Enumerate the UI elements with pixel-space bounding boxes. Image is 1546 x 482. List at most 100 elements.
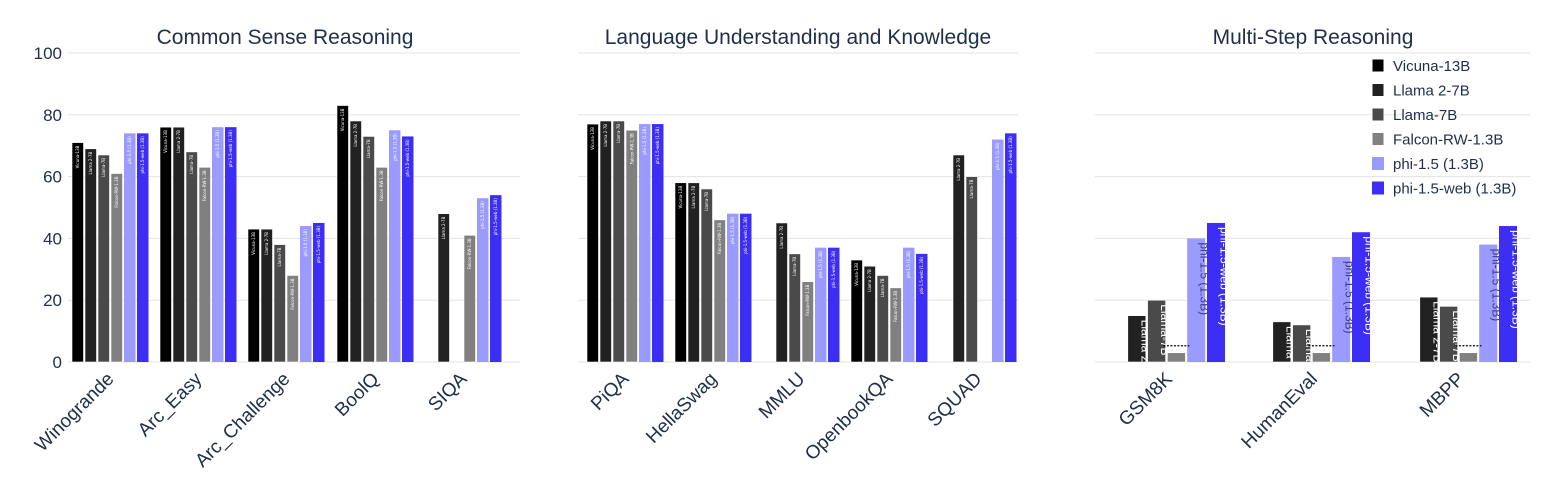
legend-item-llama-2-7b: Llama 2-7B: [1371, 83, 1470, 100]
bar-series-label: Llama 2-7B: [867, 269, 872, 292]
bar-series-label: Llama 2-7B: [88, 152, 93, 175]
legend-swatch: [1372, 157, 1384, 170]
bar-series-label: Falcon-RW-1.3B: [629, 133, 634, 164]
bar-series-label: Vicuna-13B: [340, 108, 345, 131]
bar-series-label: phi-1.5 (1.3B): [480, 201, 485, 229]
legend-label: phi-1.5-web (1.3B): [1393, 181, 1516, 198]
y-tick-label: 80: [43, 106, 62, 125]
bar-llama-2-7b-openbookqa: [863, 265, 876, 363]
bar-llama-7b-squad: [965, 176, 978, 363]
legend-label: Llama-7B: [1393, 107, 1457, 124]
bar-phi-1-5-web-1-3b-boolq: [402, 136, 414, 362]
bar-llama-2-7b-mbpp: [1419, 296, 1439, 363]
bar-series-label: phi-1.5-web (1.3B): [1008, 136, 1013, 174]
x-tick-label-arc-challenge: Arc_Challenge: [191, 369, 294, 472]
legend-swatch: [1371, 132, 1385, 146]
bar-llama-2-7b-siqa: [437, 213, 450, 363]
legend-label: Falcon-RW-1.3B: [1393, 132, 1503, 149]
bar-series-label: Llama 2-7B: [691, 186, 696, 209]
bar-series-label: Falcon-RW-1.3B: [114, 176, 119, 207]
category-group-boolq: Vicuna-13B Llama 2-7B Llama-7B Falcon-RW-1.…: [331, 105, 414, 421]
bar-llama-2-7b-humaneval: [1272, 321, 1292, 363]
bar-series-label: phi-1.5-web (1.3B): [831, 250, 836, 288]
bar-series-label: Llama-7B: [616, 124, 621, 143]
bar-series-label: Llama-7B: [704, 192, 709, 211]
y-tick-label: 60: [43, 168, 62, 187]
bar-series-label: phi-1.5 (1.3B): [392, 133, 397, 161]
bar-vicuna-13b-arc-easy: [159, 126, 172, 363]
x-tick-label-boolq: BoolQ: [331, 369, 383, 421]
x-tick-label-arc-easy: Arc_Easy: [134, 368, 207, 441]
legend-swatch: [1371, 107, 1385, 122]
bar-falcon-rw-1-3b-siqa: [463, 235, 476, 363]
bar-phi-1-5-1-3b-arc-easy: [212, 127, 224, 362]
x-tick-label-squad: SQUAD: [924, 369, 987, 432]
bar-phi-1-5-web-1-3b-arc-challenge: [313, 222, 325, 362]
bar-llama-7b-arc-easy: [185, 151, 198, 363]
bar-phi-1-5-1-3b-mmlu: [815, 247, 827, 362]
bar-vicuna-13b-boolq: [336, 105, 349, 363]
bar-series-label: phi-1.5 (1.3B): [215, 130, 220, 158]
bar-series-label: phi-1.5 (1.3B): [642, 127, 647, 155]
bar-series-label: Llama 2-7B: [353, 124, 358, 147]
bar-series-label: phi-1.5-web (1.3B): [919, 256, 924, 294]
bar-phi-1-5-1-3b-mbpp: [1479, 244, 1498, 362]
bar-phi-1-5-web-1-3b-humaneval: [1352, 232, 1370, 362]
bar-series-label: Llama 2-7B: [264, 232, 269, 255]
bar-series-label: Vicuna-13B: [678, 186, 683, 209]
bar-series-label: Llama-7B: [969, 179, 974, 198]
bar-series-label: Llama-7B: [277, 247, 282, 266]
bar-phi-1-5-1-3b-arc-challenge: [300, 226, 312, 362]
category-group-arc-easy: Vicuna-13B Llama 2-7B Llama-7B Falcon-RW-1.…: [134, 126, 237, 441]
legend-swatch: [1372, 181, 1384, 195]
bar-phi-1-5-1-3b-piqa: [639, 124, 651, 362]
bar-series-label: phi-1.5-web (1.3B): [1218, 227, 1232, 326]
bar-series-label: Llama-7B: [880, 278, 885, 297]
bar-series-label: Vicuna-13B: [75, 145, 80, 168]
bar-vicuna-13b-openbookqa: [850, 259, 863, 363]
bar-series-label: phi-1.5-web (1.3B): [743, 216, 748, 254]
bar-phi-1-5-1-3b-boolq: [389, 130, 401, 362]
bar-falcon-rw-1-3b-mbpp: [1459, 352, 1478, 363]
bar-series-label: Vicuna-13B: [251, 232, 256, 255]
y-tick-label: 20: [43, 291, 62, 310]
bar-phi-1-5-web-1-3b-arc-easy: [225, 127, 237, 362]
bar-llama-7b-arc-challenge: [273, 244, 286, 363]
bar-llama-7b-hellaswag: [700, 188, 713, 363]
bar-phi-1-5-1-3b-squad: [992, 139, 1004, 362]
bar-series-label: phi-1.5-web (1.3B): [316, 226, 321, 264]
bar-series-label: Vicuna-13B: [163, 130, 168, 153]
bar-llama-7b-gsm8k: [1147, 299, 1166, 363]
x-tick-label-humaneval: HumanEval: [1238, 369, 1322, 453]
bar-falcon-rw-1-3b-arc-challenge: [286, 275, 299, 363]
x-tick-label-mmlu: MMLU: [755, 369, 809, 423]
bar-series-label: Llama 2-7B: [603, 124, 608, 147]
legend-item-phi-1-5-web-1-3b: phi-1.5-web (1.3B): [1372, 181, 1516, 198]
bar-llama-2-7b-arc-challenge: [260, 228, 273, 363]
bar-falcon-rw-1-3b-arc-easy: [198, 167, 211, 363]
bar-series-label: phi-1.5 (1.3B): [906, 250, 911, 278]
x-tick-label-hellaswag: HellaSwag: [642, 369, 721, 448]
panel-title: Multi-Step Reasoning: [1213, 26, 1414, 49]
chart-panel-common-sense-reasoning: Common Sense Reasoning 0 20 40 60 80 100 Vicuna…: [31, 26, 520, 472]
bar-series-label: Llama-7B: [792, 257, 797, 276]
bar-llama-2-7b-arc-easy: [172, 126, 185, 363]
bar-llama-2-7b-hellaswag: [687, 182, 700, 363]
bar-llama-2-7b-gsm8k: [1127, 315, 1147, 363]
y-tick-label: 40: [43, 229, 62, 248]
bar-series-label: Falcon-RW-1.3B: [717, 223, 722, 254]
bar-series-label: phi-1.5-web (1.3B): [1510, 230, 1524, 329]
bar-series-label: Falcon-RW-1.3B: [805, 284, 810, 315]
bar-series-label: Llama-7B: [1303, 329, 1317, 380]
legend-label: phi-1.5 (1.3B): [1393, 156, 1484, 173]
bar-phi-1-5-web-1-3b-squad: [1005, 133, 1017, 362]
bar-series-label: phi-1.5-web (1.3B): [228, 130, 233, 168]
bar-llama-7b-boolq: [362, 136, 375, 363]
bar-series-label: Llama 2-7B: [176, 130, 181, 153]
bar-falcon-rw-1-3b-humaneval: [1312, 352, 1331, 363]
bar-phi-1-5-1-3b-winogrande: [124, 133, 136, 362]
